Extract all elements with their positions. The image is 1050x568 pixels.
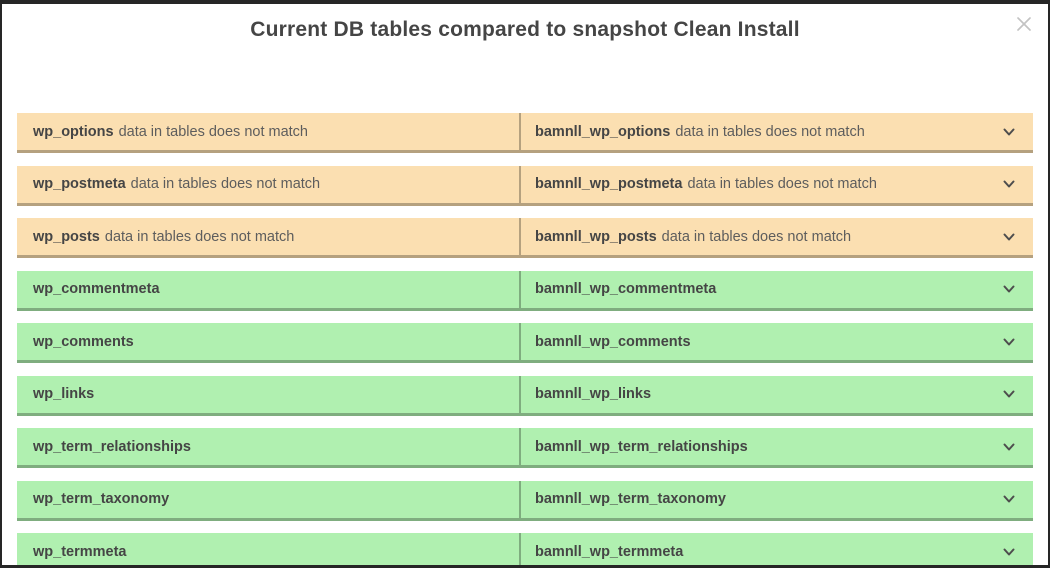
snapshot-table-cell: bamnll_wp_postmeta data in tables does n… (519, 165, 1033, 203)
current-table-cell: wp_options data in tables does not match (17, 113, 519, 150)
current-table-cell: wp_term_taxonomy (17, 481, 519, 518)
snapshot-table-name: bamnll_wp_comments (535, 333, 691, 350)
current-table-name: wp_options (33, 123, 114, 140)
chevron-down-icon[interactable] (1001, 176, 1017, 192)
snapshot-table-name: bamnll_wp_postmeta (535, 176, 683, 192)
snapshot-table-cell: bamnll_wp_posts data in tables does not … (519, 218, 1033, 255)
chevron-down-icon[interactable] (1001, 386, 1017, 402)
current-table-cell: wp_comments (17, 323, 519, 360)
table-row[interactable]: wp_termmeta bamnll_wp_termmeta (17, 533, 1033, 565)
chevron-down-icon[interactable] (1001, 439, 1017, 455)
snapshot-table-name: bamnll_wp_links (535, 386, 652, 402)
snapshot-table-name: bamnll_wp_commentmeta (535, 281, 717, 297)
current-table-cell: wp_commentmeta (17, 271, 519, 308)
current-table-name: wp_term_taxonomy (33, 491, 170, 507)
snapshot-table-cell: bamnll_wp_links (519, 375, 1033, 413)
current-table-name: wp_term_relationships (33, 438, 191, 455)
current-table-name: wp_commentmeta (33, 281, 160, 297)
current-table-cell: wp_postmeta data in tables does not matc… (17, 166, 519, 203)
snapshot-table-cell: bamnll_wp_commentmeta (519, 270, 1033, 308)
table-row[interactable]: wp_comments bamnll_wp_comments (17, 323, 1033, 363)
current-table-cell: wp_links (17, 376, 519, 413)
modal-title: Current DB tables compared to snapshot C… (250, 18, 800, 41)
current-table-note: data in tables does not match (130, 176, 321, 192)
snapshot-table-name: bamnll_wp_term_taxonomy (535, 491, 726, 507)
table-row[interactable]: wp_term_taxonomy bamnll_wp_term_taxonomy (17, 480, 1033, 521)
table-row[interactable]: wp_options data in tables does not match… (17, 113, 1033, 153)
current-table-cell: wp_posts data in tables does not match (17, 218, 519, 255)
table-row[interactable]: wp_postmeta data in tables does not matc… (17, 165, 1033, 206)
current-table-cell: wp_term_relationships (17, 428, 519, 465)
snapshot-table-cell: bamnll_wp_term_taxonomy (519, 480, 1033, 518)
snapshot-table-name: bamnll_wp_posts (535, 228, 657, 245)
snapshot-table-cell: bamnll_wp_termmeta (519, 533, 1033, 565)
snapshot-table-cell: bamnll_wp_comments (519, 323, 1033, 360)
current-table-name: wp_links (33, 386, 95, 402)
current-table-name: wp_comments (33, 333, 134, 350)
snapshot-table-name: bamnll_wp_term_relationships (535, 438, 748, 455)
snapshot-table-name: bamnll_wp_options (535, 123, 671, 140)
table-row[interactable]: wp_term_relationships bamnll_wp_term_rel… (17, 428, 1033, 468)
chevron-down-icon[interactable] (1001, 544, 1017, 560)
snapshot-table-note: data in tables does not match (661, 228, 852, 245)
table-row[interactable]: wp_links bamnll_wp_links (17, 375, 1033, 416)
chevron-down-icon[interactable] (1001, 229, 1017, 245)
current-table-note: data in tables does not match (104, 228, 295, 245)
current-table-name: wp_posts (33, 228, 100, 245)
current-table-cell: wp_termmeta (17, 533, 519, 565)
close-icon[interactable] (1012, 12, 1036, 36)
chevron-down-icon[interactable] (1001, 124, 1017, 140)
chevron-down-icon[interactable] (1001, 334, 1017, 350)
snapshot-table-cell: bamnll_wp_term_relationships (519, 428, 1033, 465)
current-table-note: data in tables does not match (118, 123, 308, 140)
snapshot-table-cell: bamnll_wp_options data in tables does no… (519, 113, 1033, 150)
table-row[interactable]: wp_posts data in tables does not match b… (17, 218, 1033, 258)
snapshot-table-name: bamnll_wp_termmeta (535, 543, 684, 560)
current-table-name: wp_postmeta (33, 176, 126, 192)
snapshot-table-note: data in tables does not match (675, 123, 865, 140)
tables-list: wp_options data in tables does not match… (17, 113, 1033, 565)
snapshot-table-note: data in tables does not match (687, 176, 877, 192)
current-table-name: wp_termmeta (33, 543, 127, 560)
table-row[interactable]: wp_commentmeta bamnll_wp_commentmeta (17, 270, 1033, 311)
chevron-down-icon[interactable] (1001, 281, 1017, 297)
chevron-down-icon[interactable] (1001, 491, 1017, 507)
